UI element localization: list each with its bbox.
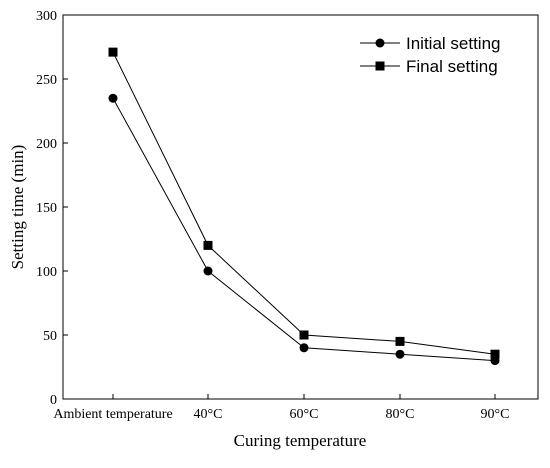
legend-label: Final setting bbox=[406, 57, 498, 76]
x-tick-label: 40°C bbox=[194, 407, 223, 422]
x-tick-label: 90°C bbox=[481, 407, 510, 422]
data-point-square bbox=[490, 349, 500, 359]
legend: Initial setting Final setting bbox=[360, 34, 501, 76]
series-line-circle bbox=[112, 97, 496, 362]
data-point-square bbox=[108, 47, 118, 57]
legend-marker-circle bbox=[375, 38, 385, 48]
x-axis-title: Curing temperature bbox=[234, 431, 367, 450]
data-point-circle bbox=[299, 343, 309, 353]
y-tick-label: 50 bbox=[43, 329, 57, 344]
legend-marker-square bbox=[375, 61, 385, 71]
data-point-square bbox=[203, 240, 213, 250]
data-point-square bbox=[299, 330, 309, 340]
x-tick-label: 80°C bbox=[386, 407, 415, 422]
y-tick-label: 200 bbox=[36, 137, 57, 152]
data-point-square bbox=[395, 336, 405, 346]
legend-label: Initial setting bbox=[406, 34, 501, 53]
data-point-circle bbox=[203, 266, 213, 276]
data-point-circle bbox=[108, 93, 118, 103]
data-point-circle bbox=[395, 349, 405, 359]
x-tick-label: Ambient temperature bbox=[53, 407, 172, 422]
y-tick-label: 100 bbox=[36, 265, 57, 280]
y-axis: 0 50 100 150 200 250 300 bbox=[36, 9, 68, 408]
series-layer bbox=[108, 47, 500, 366]
y-axis-title: Setting time (min) bbox=[8, 145, 27, 270]
x-axis: Ambient temperature 40°C 60°C 80°C 90°C bbox=[53, 394, 509, 422]
y-tick-label: 300 bbox=[36, 9, 57, 24]
y-tick-label: 0 bbox=[50, 393, 57, 408]
y-tick-label: 150 bbox=[36, 201, 57, 216]
y-tick-label: 250 bbox=[36, 73, 57, 88]
x-tick-label: 60°C bbox=[290, 407, 319, 422]
